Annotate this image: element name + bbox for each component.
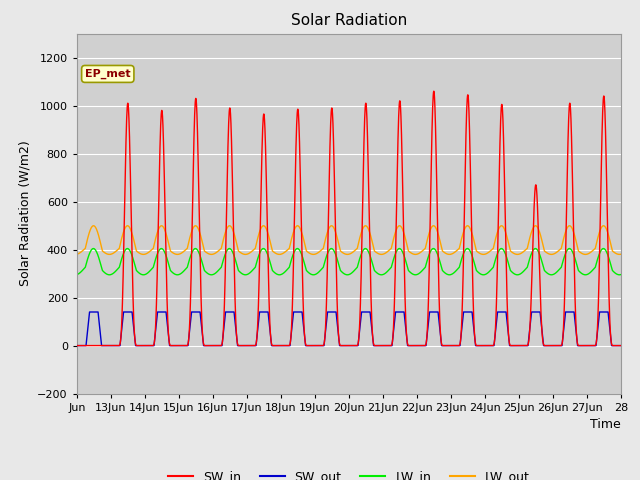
LW_in: [425, 252, 433, 258]
LW_out: [425, 231, 433, 237]
SW_in: [491, 336, 499, 342]
LW_out: [475, 250, 483, 256]
LW_in: [90, 246, 97, 252]
SW_out: [425, 317, 433, 323]
LW_in: [436, 258, 444, 264]
Legend: SW_in, SW_out, LW_in, LW_out: SW_in, SW_out, LW_in, LW_out: [163, 465, 535, 480]
LW_in: [167, 268, 175, 274]
SW_out: [475, 343, 483, 348]
SW_in: [425, 293, 433, 299]
SW_in: [436, 312, 444, 317]
LW_out: [499, 224, 507, 229]
SW_in: [430, 88, 438, 94]
LW_out: [436, 237, 444, 243]
SW_in: [73, 343, 81, 348]
SW_out: [617, 343, 625, 348]
SW_in: [617, 343, 625, 348]
SW_out: [499, 309, 507, 315]
LW_out: [617, 252, 625, 257]
LW_in: [475, 270, 483, 276]
LW_out: [491, 239, 499, 244]
Line: LW_in: LW_in: [77, 249, 621, 275]
Title: Solar Radiation: Solar Radiation: [291, 13, 407, 28]
Line: SW_out: SW_out: [77, 312, 621, 346]
SW_out: [491, 336, 499, 342]
Line: SW_in: SW_in: [77, 91, 621, 346]
SW_in: [499, 113, 507, 119]
LW_in: [491, 259, 499, 264]
LW_in: [73, 272, 81, 277]
SW_in: [475, 343, 483, 348]
Y-axis label: Solar Radiation (W/m2): Solar Radiation (W/m2): [19, 141, 32, 287]
LW_in: [617, 272, 625, 277]
LW_out: [106, 252, 113, 257]
Line: LW_out: LW_out: [77, 226, 621, 254]
SW_out: [73, 343, 81, 348]
LW_out: [167, 248, 175, 254]
LW_in: [106, 272, 113, 277]
SW_out: [167, 343, 175, 348]
X-axis label: Time: Time: [590, 418, 621, 431]
SW_out: [436, 324, 444, 330]
Text: EP_met: EP_met: [85, 69, 131, 79]
SW_out: [86, 309, 93, 315]
LW_in: [499, 247, 507, 252]
LW_out: [90, 223, 97, 228]
SW_in: [166, 343, 174, 348]
LW_out: [73, 252, 81, 257]
